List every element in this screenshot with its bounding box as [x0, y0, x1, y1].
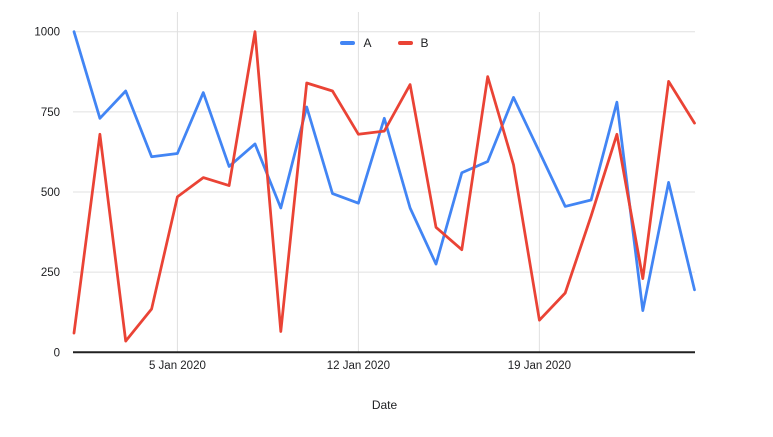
series-a-swatch-icon: [340, 41, 356, 45]
chart-legend: A B: [74, 35, 695, 51]
x-axis-tick-label: 12 Jan 2020: [327, 360, 390, 372]
legend-item-b[interactable]: B: [397, 36, 429, 50]
series-b-swatch-icon: [397, 41, 413, 45]
x-axis-tick-label: 5 Jan 2020: [149, 360, 206, 372]
y-axis-tick-label: 0: [54, 347, 60, 359]
x-axis-title: Date: [371, 398, 398, 412]
x-axis-tick-label: 19 Jan 2020: [508, 360, 571, 372]
series-b-line: [72, 30, 696, 343]
series-b-label: B: [420, 36, 429, 50]
y-axis-tick-label: 250: [41, 267, 60, 279]
legend-item-a[interactable]: A: [340, 36, 372, 50]
y-axis-tick-label: 750: [41, 107, 60, 119]
series-a-line: [72, 30, 696, 312]
series-a-label: A: [363, 36, 372, 50]
y-axis-tick-label: 1000: [34, 27, 60, 39]
y-axis-tick-label: 500: [41, 187, 60, 199]
